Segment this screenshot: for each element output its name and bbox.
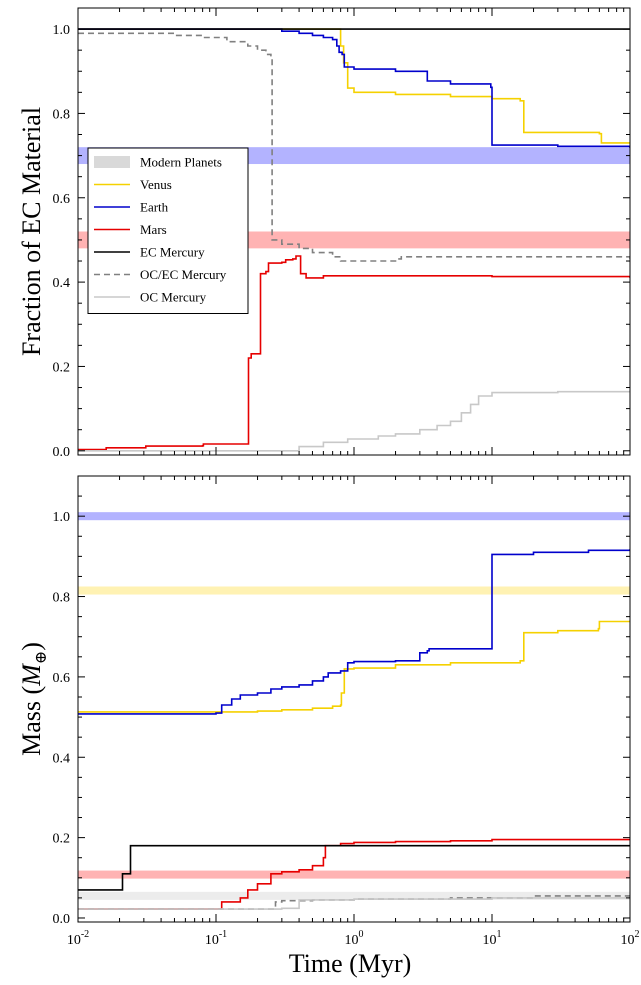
earth-modern-band <box>78 512 630 521</box>
x-axis-label: Time (Myr) <box>289 949 412 978</box>
legend-label-earth: Earth <box>140 200 169 215</box>
earth-series-line <box>78 549 630 715</box>
legend-label-modern-planets: Modern Planets <box>140 155 222 170</box>
y-axis-label: Mass (M⊕) <box>17 642 50 756</box>
legend-label-mars: Mars <box>140 222 167 237</box>
plot-frame <box>77 475 631 923</box>
legend-label-oc-mercury: OC Mercury <box>140 290 207 305</box>
y-tick-label: 1.0 <box>53 510 71 525</box>
legend: Modern Planets Venus Earth Mars EC Mercury OC… <box>87 147 249 314</box>
y-tick-label: 0.6 <box>53 192 71 207</box>
oc-ec-mercury-series-line <box>78 32 630 262</box>
y-tick-label: 0.2 <box>53 360 71 375</box>
earth-series-line <box>78 28 630 148</box>
legend-label-venus: Venus <box>140 177 172 192</box>
x-tick-label: 10-2 <box>67 929 89 948</box>
y-axis-label: Fraction of EC Material <box>17 107 46 356</box>
y-tick-label: 0.8 <box>53 591 71 606</box>
legend-label-oc-ec-mercury: OC/EC Mercury <box>140 267 227 282</box>
y-tick-label: 0.0 <box>53 445 71 460</box>
x-tick-label: 10-1 <box>205 929 227 948</box>
y-tick-label: 0.4 <box>53 751 71 766</box>
y-tick-label: 0.0 <box>53 912 71 927</box>
venus-modern-band <box>78 586 630 595</box>
legend-swatch-modern-planets <box>94 156 130 168</box>
mars-series-line <box>78 838 630 910</box>
x-tick-label: 101 <box>483 929 502 948</box>
ec-mercury-series-line <box>78 844 630 891</box>
bottom-panel: 0.0 0.2 0.4 0.6 0.8 1.0 10-2 10-1 100 101 102 Mass … <box>17 475 640 948</box>
oc-mercury-series-line <box>78 390 630 452</box>
y-tick-label: 0.6 <box>53 671 71 686</box>
y-tick-label: 0.2 <box>53 832 71 847</box>
venus-series-line <box>78 620 630 713</box>
oc-mercury-series-line <box>78 897 630 910</box>
legend-label-ec-mercury: EC Mercury <box>140 245 205 260</box>
mars-modern-band <box>78 870 630 879</box>
venus-series-line <box>78 28 630 144</box>
y-tick-label: 1.0 <box>53 23 71 38</box>
y-tick-label: 0.4 <box>53 276 71 291</box>
mars-series-line <box>78 255 630 451</box>
y-tick-label: 0.8 <box>53 107 71 122</box>
x-tick-label: 100 <box>345 929 364 948</box>
x-tick-label: 102 <box>621 929 640 948</box>
mercury-modern-band <box>78 891 630 900</box>
